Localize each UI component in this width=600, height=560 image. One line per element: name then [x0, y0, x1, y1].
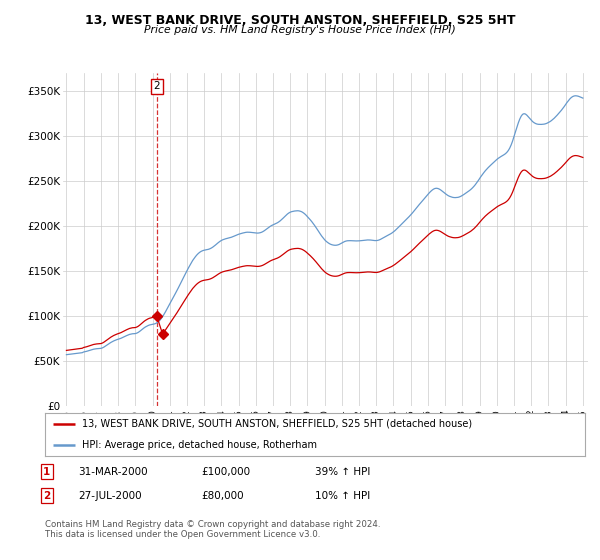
Text: 13, WEST BANK DRIVE, SOUTH ANSTON, SHEFFIELD, S25 5HT (detached house): 13, WEST BANK DRIVE, SOUTH ANSTON, SHEFF… [82, 419, 472, 428]
Text: HPI: Average price, detached house, Rotherham: HPI: Average price, detached house, Roth… [82, 440, 317, 450]
Text: 27-JUL-2000: 27-JUL-2000 [78, 491, 142, 501]
Text: £100,000: £100,000 [201, 466, 250, 477]
Text: 1: 1 [43, 466, 50, 477]
Text: 31-MAR-2000: 31-MAR-2000 [78, 466, 148, 477]
Text: 39% ↑ HPI: 39% ↑ HPI [315, 466, 370, 477]
Text: 10% ↑ HPI: 10% ↑ HPI [315, 491, 370, 501]
Text: Price paid vs. HM Land Registry's House Price Index (HPI): Price paid vs. HM Land Registry's House … [144, 25, 456, 35]
Text: 13, WEST BANK DRIVE, SOUTH ANSTON, SHEFFIELD, S25 5HT: 13, WEST BANK DRIVE, SOUTH ANSTON, SHEFF… [85, 14, 515, 27]
Text: £80,000: £80,000 [201, 491, 244, 501]
Text: 2: 2 [43, 491, 50, 501]
Text: 2: 2 [154, 81, 160, 91]
Text: Contains HM Land Registry data © Crown copyright and database right 2024.
This d: Contains HM Land Registry data © Crown c… [45, 520, 380, 539]
